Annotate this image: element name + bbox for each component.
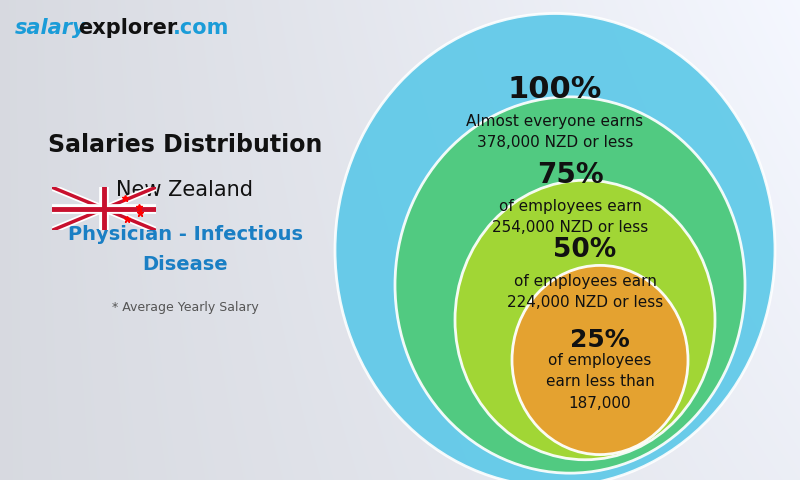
Text: .com: .com: [173, 18, 230, 38]
Text: salary: salary: [15, 18, 86, 38]
Text: of employees earn
224,000 NZD or less: of employees earn 224,000 NZD or less: [507, 274, 663, 310]
Text: * Average Yearly Salary: * Average Yearly Salary: [112, 301, 258, 314]
Text: 50%: 50%: [554, 237, 617, 263]
Text: Disease: Disease: [142, 255, 228, 275]
Text: 100%: 100%: [508, 75, 602, 105]
Ellipse shape: [455, 180, 715, 460]
Text: 25%: 25%: [570, 328, 630, 352]
Ellipse shape: [335, 13, 775, 480]
Text: Almost everyone earns
378,000 NZD or less: Almost everyone earns 378,000 NZD or les…: [466, 114, 643, 150]
Text: explorer: explorer: [78, 18, 178, 38]
Text: New Zealand: New Zealand: [117, 180, 254, 200]
Text: Physician - Infectious: Physician - Infectious: [67, 226, 302, 244]
Ellipse shape: [512, 265, 688, 455]
Text: of employees
earn less than
187,000: of employees earn less than 187,000: [546, 353, 654, 410]
Text: Salaries Distribution: Salaries Distribution: [48, 133, 322, 157]
Text: 75%: 75%: [537, 161, 603, 189]
Text: of employees earn
254,000 NZD or less: of employees earn 254,000 NZD or less: [492, 199, 648, 235]
Ellipse shape: [395, 97, 745, 473]
